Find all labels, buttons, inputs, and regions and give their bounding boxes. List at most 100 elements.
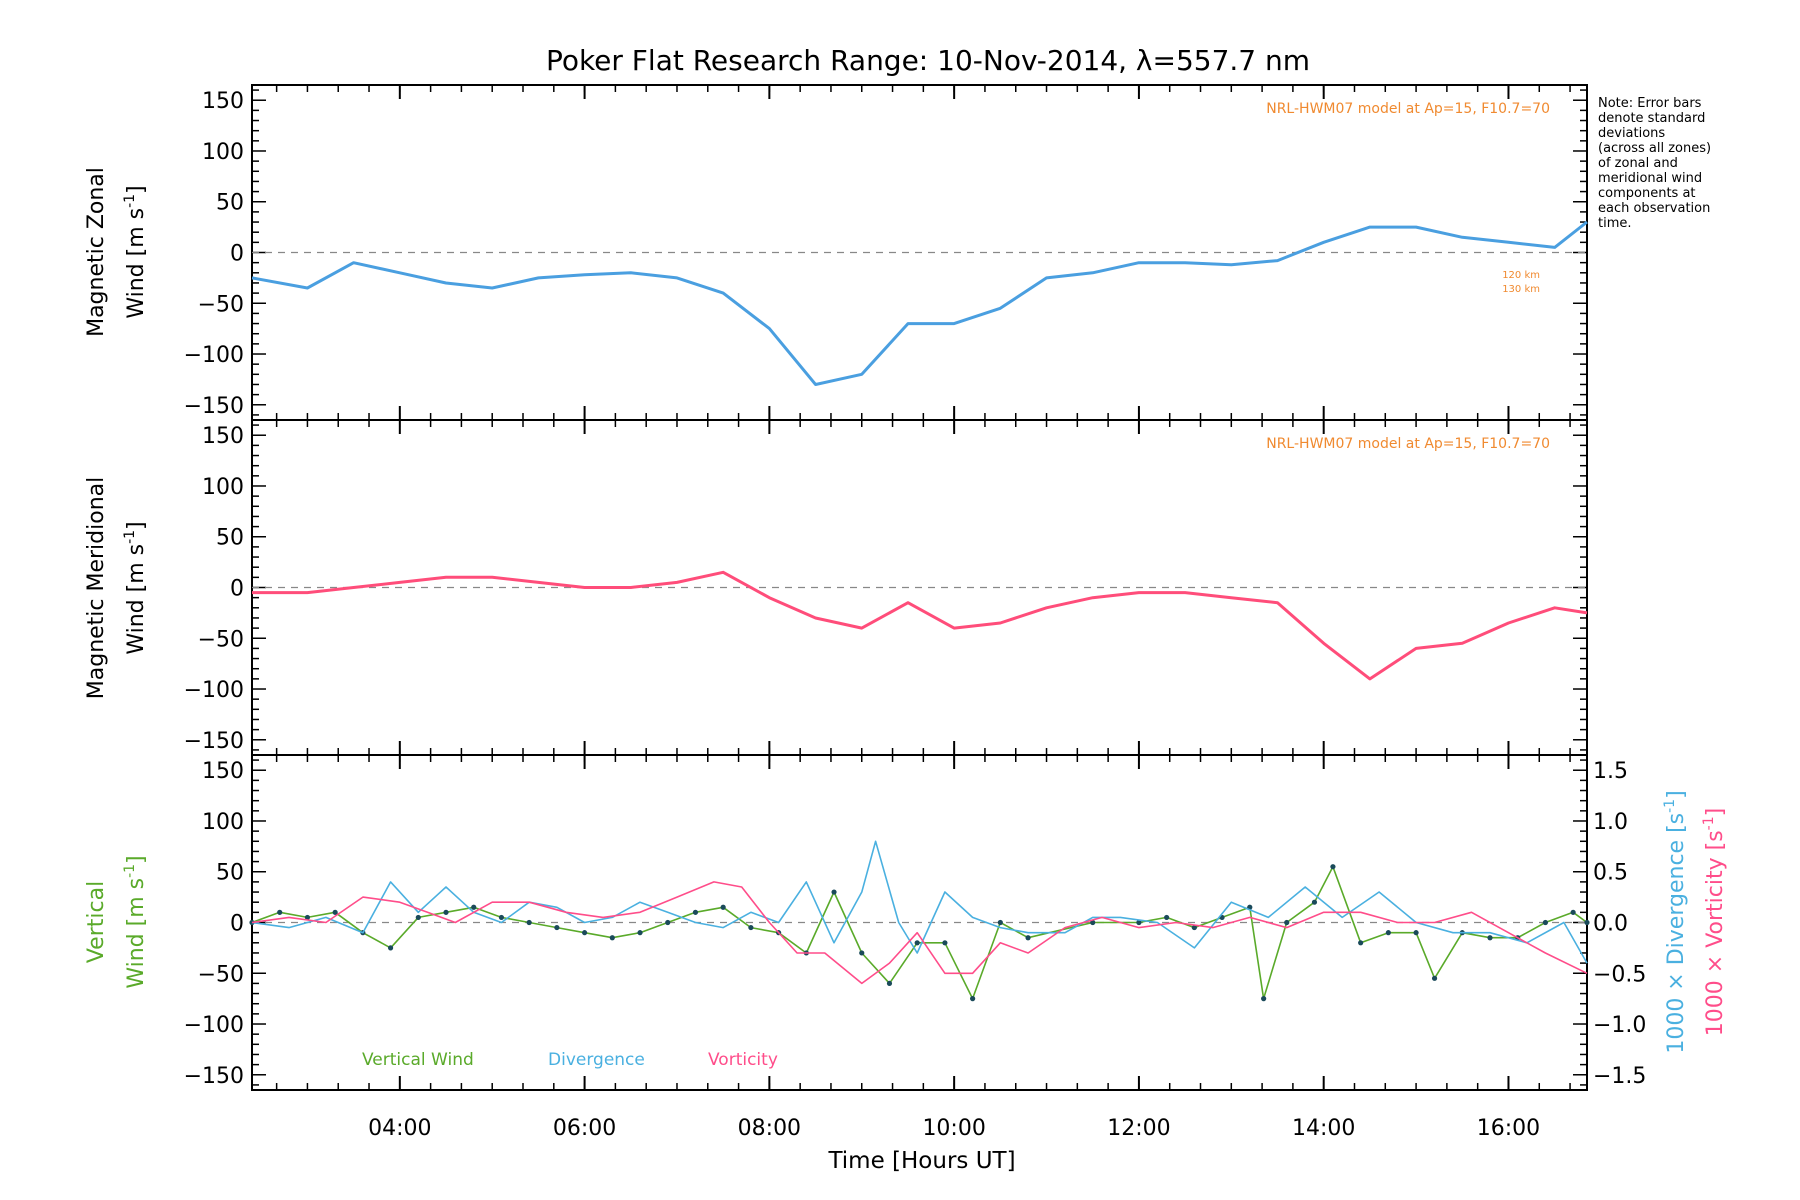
vertical-wind-point: [498, 914, 505, 921]
vorticity-line: [251, 881, 1588, 985]
x-tick-label: 12:00: [1107, 1116, 1170, 1141]
vertical-wind-point: [332, 909, 338, 915]
y-tick-label: −50: [198, 627, 244, 652]
vertical-wind-point: [1330, 864, 1336, 870]
vertical-wind-point: [748, 924, 754, 931]
vertical-wind-point: [692, 909, 699, 915]
y2-tick-label: 1.0: [1593, 810, 1628, 835]
x-tick-label: 14:00: [1292, 1116, 1355, 1141]
panel-zonal: −150 −100 −50 0 50 100 150 NRL-HWM07 model at …: [84, 84, 1588, 421]
note-line-6: meridional wind: [1598, 171, 1702, 186]
zonal-height-label-2: 130 km: [1502, 284, 1540, 295]
vertical-wind-point: [1570, 909, 1576, 915]
legend-vorticity: Vorticity: [708, 1050, 778, 1070]
vertical-wind-point: [1136, 919, 1142, 926]
vertical-wind-point: [581, 930, 588, 936]
meridional-ylabel-line1: Magnetic Meridional: [84, 477, 109, 699]
zonal-model-label: NRL-HWM07 model at Ap=15, F10.7=70: [1266, 101, 1550, 117]
note-line-8: each observation: [1598, 201, 1710, 216]
vertical-wind-point: [970, 996, 976, 1002]
y-tick-label: 0: [230, 912, 244, 937]
y-tick-label: 150: [202, 759, 244, 784]
panel-vertical-ticks: −150 −100 −50 0 50 100 150 −1.5 −1.0 −0.5 0.0 0.5 1.…: [184, 755, 1646, 1090]
vertical-ylabel-line1: Vertical: [84, 881, 109, 963]
y2-tick-label: −0.5: [1593, 962, 1646, 987]
vertical-wind-point: [1487, 935, 1493, 941]
vertical-ylabel-line2: Wind [m s-1]: [122, 855, 149, 988]
x-tick-labels: 04:00 06:00 08:00 10:00 12:00 14:00 16:00: [368, 1116, 1540, 1141]
error-bar-note: Note: Error bars denote standard deviati…: [1598, 96, 1711, 231]
x-tick-label: 06:00: [553, 1116, 616, 1141]
vertical-wind-point: [914, 940, 920, 946]
vertical-wind-point: [277, 909, 283, 915]
vertical-wind-point: [1358, 940, 1364, 946]
zonal-ylabel-line1: Magnetic Zonal: [84, 167, 109, 337]
y-tick-label: 50: [216, 526, 244, 551]
y-tick-label: −150: [184, 1064, 244, 1089]
y-tick-label: −100: [184, 343, 244, 368]
divergence-axis-label: 1000 × Divergence [s-1]: [1662, 790, 1689, 1053]
vertical-wind-point: [1261, 996, 1267, 1002]
vertical-wind-point: [831, 889, 837, 895]
note-line-9: time.: [1598, 216, 1632, 231]
y-tick-label: 50: [216, 191, 244, 216]
note-line-5: of zonal and: [1598, 156, 1678, 171]
vertical-wind-point: [720, 904, 726, 910]
zonal-ylabel-line2: Wind [m s-1]: [122, 185, 149, 318]
legend-vertical-wind: Vertical Wind: [362, 1050, 474, 1070]
y-tick-label: 100: [202, 475, 244, 500]
panel-meridional-series: [252, 570, 1588, 681]
vertical-wind-point: [637, 930, 643, 936]
panel-meridional-ticks: −150 −100 −50 0 50 100 150: [184, 420, 1587, 755]
y-tick-label: 150: [202, 424, 244, 449]
note-line-7: components at: [1598, 186, 1696, 201]
x-tick-label: 10:00: [922, 1116, 985, 1141]
panel-vertical: −150 −100 −50 0 50 100 150 −1.5 −1.0 −0.5 0.0 0.5 1.…: [84, 754, 1728, 1091]
vertical-wind-point: [1385, 930, 1391, 936]
y2-tick-label: −1.5: [1593, 1064, 1646, 1089]
y-tick-label: −100: [184, 678, 244, 703]
vertical-wind-point: [554, 924, 560, 931]
vertical-wind-point: [859, 950, 865, 956]
y-tick-label: −100: [184, 1013, 244, 1038]
vertical-wind-point: [1090, 919, 1096, 926]
y-tick-label: −150: [184, 729, 244, 754]
vertical-wind-point: [609, 935, 615, 941]
vertical-wind-point: [1164, 914, 1170, 921]
x-axis-label: Time [Hours UT]: [827, 1148, 1015, 1174]
vertical-wind-point: [665, 919, 671, 926]
vertical-wind-point: [1025, 935, 1031, 941]
vertical-wind-point: [1584, 919, 1590, 926]
legend-divergence: Divergence: [548, 1050, 645, 1070]
vertical-wind-point: [942, 940, 948, 946]
vertical-wind-point: [1413, 930, 1419, 936]
zonal-height-label-1: 120 km: [1502, 270, 1540, 281]
vertical-wind-point: [1191, 924, 1197, 931]
y-tick-label: −50: [198, 292, 244, 317]
chart-title: Poker Flat Research Range: 10-Nov-2014, …: [546, 44, 1310, 77]
zonal-line: [251, 220, 1588, 386]
x-tick-label: 04:00: [368, 1116, 431, 1141]
vertical-wind-point: [886, 980, 893, 987]
meridional-ylabel-line2: Wind [m s-1]: [122, 521, 149, 654]
note-line-2: denote standard: [1598, 111, 1705, 126]
vertical-wind-point: [1311, 899, 1318, 905]
vertical-wind-point: [415, 914, 421, 921]
note-line-1: Note: Error bars: [1598, 96, 1702, 111]
y2-tick-label: 0.5: [1593, 861, 1628, 886]
note-line-3: deviations: [1598, 126, 1665, 141]
vertical-wind-point: [304, 914, 311, 921]
vertical-wind-point: [443, 909, 449, 915]
y-tick-label: −50: [198, 962, 244, 987]
note-line-4: (across all zones): [1598, 141, 1711, 156]
divergence-line: [251, 840, 1588, 964]
y2-tick-label: 1.5: [1593, 759, 1628, 784]
panel-zonal-series: [251, 220, 1588, 386]
x-tick-label: 16:00: [1477, 1116, 1540, 1141]
panel-zonal-ticks: −150 −100 −50 0 50 100 150: [184, 85, 1587, 420]
y-tick-label: −150: [184, 394, 244, 419]
vertical-wind-point: [1431, 975, 1438, 981]
y-tick-label: 0: [230, 577, 244, 602]
y2-tick-label: 0.0: [1593, 912, 1628, 937]
